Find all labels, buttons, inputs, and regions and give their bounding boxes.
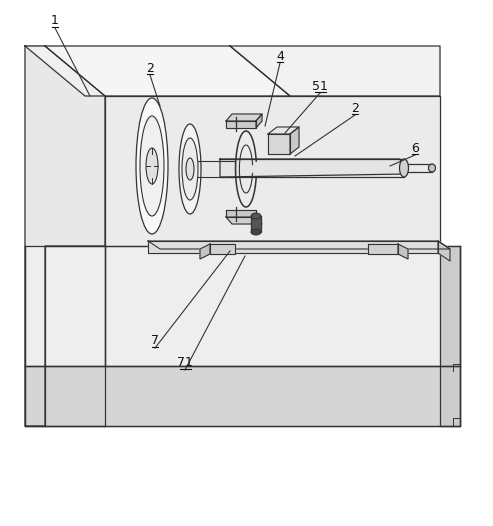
Ellipse shape [186,158,194,180]
Polygon shape [268,134,290,154]
Ellipse shape [251,213,261,219]
Polygon shape [226,217,262,224]
Polygon shape [226,114,262,121]
Polygon shape [200,244,210,259]
Polygon shape [25,246,105,366]
Polygon shape [230,46,440,96]
Text: 2: 2 [351,102,359,115]
Polygon shape [210,244,235,254]
Polygon shape [105,246,460,366]
Polygon shape [45,46,290,96]
Polygon shape [148,241,450,249]
Ellipse shape [136,98,168,234]
Polygon shape [45,246,105,426]
Ellipse shape [399,159,409,177]
Polygon shape [398,244,408,259]
Ellipse shape [140,116,164,216]
Ellipse shape [428,164,435,172]
Polygon shape [268,127,299,134]
Ellipse shape [179,124,201,214]
Text: 2: 2 [146,62,154,75]
Polygon shape [440,246,460,426]
Text: 4: 4 [276,49,284,63]
Polygon shape [290,127,299,154]
Text: 51: 51 [312,79,328,93]
Ellipse shape [146,148,158,184]
Polygon shape [438,241,450,261]
Polygon shape [368,244,398,254]
Polygon shape [148,241,438,253]
Polygon shape [220,159,406,177]
Ellipse shape [251,229,261,235]
Polygon shape [226,210,256,217]
Text: 71: 71 [177,357,193,369]
Polygon shape [251,216,261,232]
Polygon shape [25,46,105,96]
Text: 7: 7 [151,335,159,348]
Ellipse shape [182,138,198,200]
Text: 6: 6 [411,141,419,155]
Polygon shape [25,46,105,426]
Text: 1: 1 [51,15,59,27]
Polygon shape [256,114,262,128]
Polygon shape [105,96,440,246]
Polygon shape [226,121,256,128]
Polygon shape [195,161,235,177]
Polygon shape [25,366,460,426]
